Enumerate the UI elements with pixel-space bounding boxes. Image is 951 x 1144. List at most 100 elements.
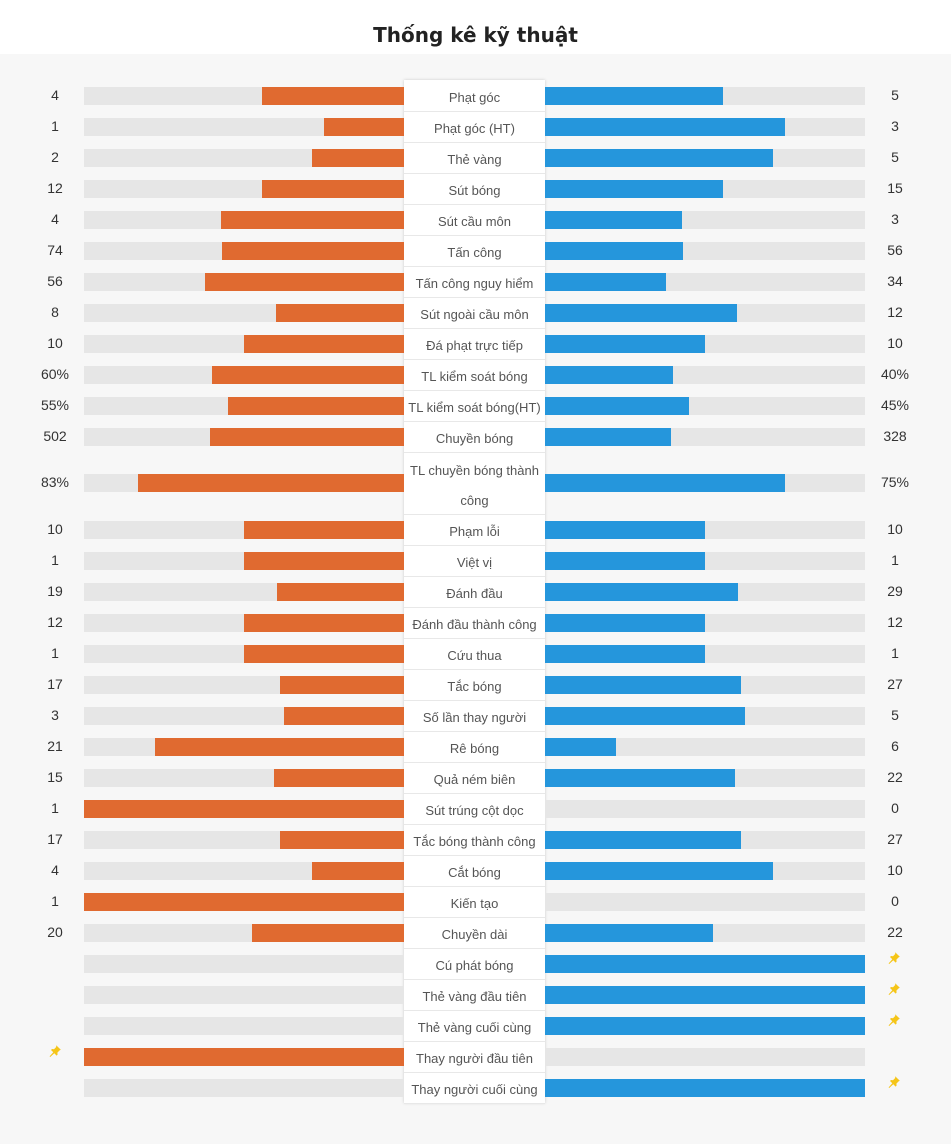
home-value: 56	[47, 272, 63, 289]
home-bar-track	[84, 1078, 404, 1097]
home-bar-track	[84, 551, 404, 570]
away-bar-fill	[545, 117, 785, 136]
away-value: 56	[887, 241, 903, 258]
home-bar-track	[84, 985, 404, 1004]
home-value: 20	[47, 923, 63, 940]
home-value: 502	[43, 427, 67, 444]
stat-row: Cắt bóng 4 10	[0, 856, 951, 887]
away-bar-track	[545, 799, 865, 818]
away-bar-fill	[545, 923, 713, 942]
home-bar-track	[84, 613, 404, 632]
stat-label: TL kiểm soát bóng	[404, 360, 545, 391]
stat-label-column	[404, 80, 545, 1103]
away-bar-fill	[545, 520, 705, 539]
stat-row: Quả ném biên 15 22	[0, 763, 951, 794]
away-bar-fill	[545, 474, 785, 492]
stat-row: Sút ngoài cầu môn 8 12	[0, 298, 951, 329]
stat-label: Tấn công nguy hiểm	[404, 267, 545, 298]
stat-row: Việt vị 1 1	[0, 546, 951, 577]
home-bar-fill	[244, 334, 404, 353]
away-bar-fill	[545, 861, 773, 880]
home-bar-fill	[284, 706, 404, 725]
home-bar-fill	[252, 923, 404, 942]
home-bar-fill	[312, 148, 404, 167]
away-bar-track	[545, 272, 865, 291]
away-bar-track	[545, 210, 865, 229]
stat-label: Phạt góc	[404, 81, 545, 112]
home-bar-fill	[210, 427, 404, 446]
home-value: 2	[51, 148, 59, 165]
home-bar-track	[84, 923, 404, 942]
stat-row: Cú phát bóng	[0, 949, 951, 980]
home-bar-track	[84, 179, 404, 198]
away-value: 45%	[880, 396, 910, 413]
home-bar-fill	[138, 474, 404, 492]
stat-label-line: công	[460, 493, 489, 508]
pushpin-icon	[887, 1075, 901, 1089]
stat-row: Phạt góc 4 5	[0, 81, 951, 112]
away-bar-track	[545, 582, 865, 601]
away-value: 1	[891, 644, 899, 661]
stat-label: Phạm lỗi	[404, 515, 545, 546]
home-bar-track	[84, 892, 404, 911]
stat-row: Thay người cuối cùng	[0, 1073, 951, 1104]
home-bar-fill	[262, 179, 404, 198]
away-bar-track	[545, 644, 865, 663]
home-bar-fill	[244, 644, 404, 663]
away-bar-fill	[545, 427, 671, 446]
stat-label: Đánh đầu	[404, 577, 545, 608]
pushpin-icon	[887, 951, 901, 965]
home-bar-track	[84, 768, 404, 787]
stat-label: Việt vị	[404, 546, 545, 577]
stat-label: TL chuyền bóng thành công	[404, 453, 545, 515]
home-value: 83%	[40, 474, 70, 490]
away-bar-track	[545, 303, 865, 322]
away-value: 22	[887, 923, 903, 940]
stat-row: TL kiểm soát bóng(HT) 55% 45%	[0, 391, 951, 422]
away-bar-fill	[545, 303, 737, 322]
home-bar-track	[84, 427, 404, 446]
stat-label: Đá phạt trực tiếp	[404, 329, 545, 360]
away-value: 12	[887, 303, 903, 320]
home-bar-track	[84, 830, 404, 849]
stat-row: Chuyền dài 20 22	[0, 918, 951, 949]
home-value: 1	[51, 551, 59, 568]
stat-label: Quả ném biên	[404, 763, 545, 794]
home-bar-track	[84, 117, 404, 136]
stat-label: Tắc bóng	[404, 670, 545, 701]
away-bar-fill	[545, 706, 745, 725]
home-value: 4	[51, 210, 59, 227]
away-value: 5	[891, 706, 899, 723]
away-bar-track	[545, 1078, 865, 1097]
home-bar-track	[84, 706, 404, 725]
away-bar-track	[545, 1047, 865, 1066]
pushpin-icon	[887, 1013, 901, 1027]
stat-row: Thẻ vàng cuối cùng	[0, 1011, 951, 1042]
home-value: 55%	[40, 396, 70, 413]
stat-row: Tấn công 74 56	[0, 236, 951, 267]
away-value: 3	[891, 210, 899, 227]
away-value: 27	[887, 675, 903, 692]
home-bar-track	[84, 86, 404, 105]
stat-label: Tấn công	[404, 236, 545, 267]
home-bar-fill	[221, 210, 404, 229]
away-bar-track	[545, 551, 865, 570]
stat-label: Cứu thua	[404, 639, 545, 670]
home-value: 1	[51, 799, 59, 816]
away-bar-fill	[545, 830, 741, 849]
stat-row: Thẻ vàng đầu tiên	[0, 980, 951, 1011]
stat-row: Đánh đầu 19 29	[0, 577, 951, 608]
away-value: 10	[887, 520, 903, 537]
away-value: 10	[887, 861, 903, 878]
home-bar-fill	[228, 396, 404, 415]
stat-label: Sút ngoài cầu môn	[404, 298, 545, 329]
away-value: 0	[891, 799, 899, 816]
home-bar-track	[84, 334, 404, 353]
away-bar-track	[545, 892, 865, 911]
away-bar-track	[545, 861, 865, 880]
stat-label: Tắc bóng thành công	[404, 825, 545, 856]
home-value: 60%	[40, 365, 70, 382]
away-bar-fill	[545, 148, 773, 167]
away-bar-track	[545, 830, 865, 849]
away-value: 12	[887, 613, 903, 630]
